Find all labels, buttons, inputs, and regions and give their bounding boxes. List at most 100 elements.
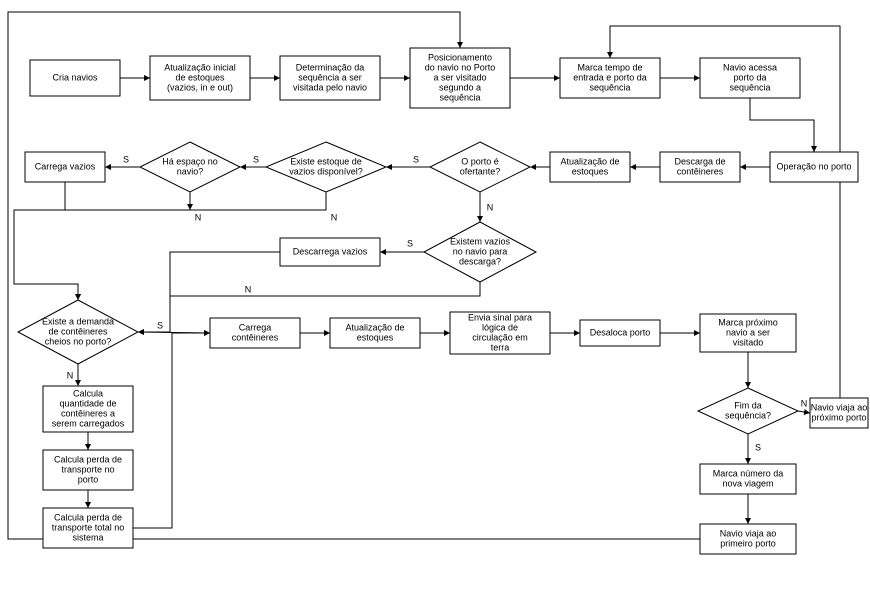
node-label: Fim da	[734, 400, 762, 410]
flow-node: Envia sinal paralógica decirculação emte…	[450, 312, 550, 354]
node-label: transporte no	[61, 464, 114, 474]
node-label: de estoques	[175, 72, 225, 82]
node-label: no navio para	[453, 246, 508, 256]
node-label: Marca número da	[713, 468, 784, 478]
node-label: Descarrega vazios	[293, 246, 368, 256]
flow-edge	[750, 98, 814, 152]
edge-label: S	[407, 238, 413, 248]
node-label: contêineres	[232, 332, 279, 342]
edge-label: N	[801, 398, 808, 408]
edge-label: N	[245, 284, 252, 294]
node-label: descarga?	[459, 256, 501, 266]
node-label: quantidade de	[59, 398, 116, 408]
flow-node: Atualização deestoques	[330, 318, 420, 348]
node-label: entrada e porto da	[573, 72, 647, 82]
flow-node: Existem vaziosno navio paradescarga?	[424, 222, 536, 282]
node-label: visitado	[733, 337, 764, 347]
node-label: Calcula perda de	[54, 512, 122, 522]
node-label: Existe estoque de	[290, 156, 362, 166]
flow-node: Navio acessaporto dasequência	[700, 58, 800, 98]
node-label: cheios no porto?	[45, 336, 112, 346]
flow-node: Atualização inicialde estoques(vazios, i…	[150, 56, 250, 100]
node-label: Marca tempo de	[577, 62, 642, 72]
node-label: porto	[78, 474, 99, 484]
node-label: Existe a demanda	[42, 316, 114, 326]
node-label: navio?	[177, 166, 204, 176]
node-label: Posicionamento	[428, 52, 492, 62]
node-label: contêineres	[677, 166, 724, 176]
node-label: contêineres a	[61, 408, 115, 418]
flow-node: Existe estoque devazios disponível?	[266, 142, 386, 192]
node-label: ofertante?	[460, 166, 501, 176]
flow-node: Calcula perda detransporte total nosiste…	[43, 508, 133, 548]
flow-node: Fim dasequência?	[698, 388, 798, 434]
flow-node: Marca tempo deentrada e porto dasequênci…	[560, 58, 660, 98]
node-label: sequência	[729, 82, 770, 92]
flow-node: Navio viaja aoprimeiro porto	[700, 524, 796, 554]
node-label: de contêineres	[48, 326, 108, 336]
edge-label: N	[67, 370, 74, 380]
node-label: Há espaço no	[162, 156, 218, 166]
edge-label: S	[253, 154, 259, 164]
node-label: Existem vazios	[450, 236, 511, 246]
flow-node: Atualização deestoques	[550, 152, 630, 182]
node-label: circulação em	[472, 332, 528, 342]
node-label: primeiro porto	[720, 538, 776, 548]
flow-node: O porto éofertante?	[430, 142, 530, 192]
node-label: Carrega vazios	[35, 161, 96, 171]
edge-label: N	[331, 212, 338, 222]
flow-node: Navio viaja aopróximo porto	[810, 398, 868, 428]
node-label: estoques	[572, 166, 609, 176]
node-label: Navio viaja ao	[811, 402, 868, 412]
node-label: sequência	[439, 92, 480, 102]
node-label: Envia sinal para	[468, 312, 532, 322]
node-label: estoques	[357, 332, 394, 342]
flow-node: Desaloca porto	[580, 320, 660, 346]
node-label: a ser visitado	[433, 72, 486, 82]
node-label: Marca próximo	[718, 317, 778, 327]
flow-node: Descarga decontêineres	[660, 152, 740, 182]
flow-edge	[133, 333, 210, 528]
flow-node: Calculaquantidade decontêineres aserem c…	[43, 386, 133, 432]
node-label: Calcula perda de	[54, 454, 122, 464]
node-label: Calcula	[73, 388, 103, 398]
node-label: Determinação da	[296, 62, 365, 72]
flow-node: Calcula perda detransporte noporto	[43, 450, 133, 490]
node-label: (vazios, in e out)	[167, 82, 233, 92]
node-label: sequência?	[725, 410, 771, 420]
node-label: navio a ser	[726, 327, 770, 337]
node-label: Atualização de	[345, 322, 404, 332]
node-label: sequência a ser	[298, 72, 362, 82]
node-label: segundo a	[439, 82, 481, 92]
node-label: próximo porto	[811, 412, 866, 422]
node-label: Descarga de	[674, 156, 725, 166]
flow-node: Posicionamentodo navio no Portoa ser vis…	[410, 48, 510, 108]
flow-node: Carregacontêineres	[210, 318, 300, 348]
node-label: transporte total no	[52, 522, 125, 532]
edge-label: S	[157, 320, 163, 330]
flow-node: Descarrega vazios	[280, 238, 380, 266]
node-label: porto da	[733, 72, 766, 82]
edge-label: N	[487, 202, 494, 212]
node-label: do navio no Porto	[425, 62, 496, 72]
flowchart: SSSNSNNNSSNNCria naviosAtualização inici…	[0, 0, 870, 589]
flow-edge	[14, 182, 78, 300]
node-label: visitada pelo navio	[293, 82, 367, 92]
node-label: Atualização de	[560, 156, 619, 166]
node-label: nova viagem	[722, 478, 773, 488]
flow-edge	[138, 282, 480, 332]
flow-node: Existe a demandade contêinerescheios no …	[18, 300, 138, 364]
flow-node: Cria navios	[30, 60, 120, 96]
node-label: lógica de	[482, 322, 518, 332]
edge-label: S	[123, 154, 129, 164]
flow-node: Operação no porto	[770, 152, 858, 182]
node-label: Operação no porto	[776, 161, 851, 171]
node-label: Navio acessa	[723, 62, 777, 72]
node-label: serem carregados	[52, 418, 125, 428]
node-label: vazios disponível?	[289, 166, 363, 176]
node-label: terra	[491, 342, 510, 352]
edge-label: S	[413, 154, 419, 164]
node-label: O porto é	[461, 156, 499, 166]
flow-node: Há espaço nonavio?	[140, 142, 240, 192]
node-label: sistema	[72, 532, 103, 542]
